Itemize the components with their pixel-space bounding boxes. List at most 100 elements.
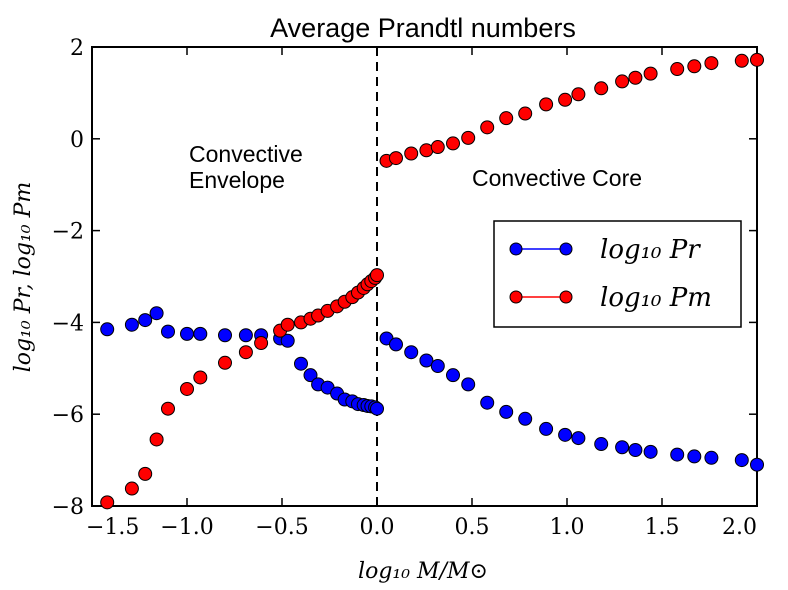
pr-point bbox=[218, 328, 232, 343]
pm-point bbox=[539, 97, 554, 112]
pr-point bbox=[594, 437, 609, 452]
pm-point bbox=[149, 432, 164, 447]
legend: log₁₀ Pr log₁₀ Pm bbox=[493, 220, 742, 328]
y-tick-label: −2 bbox=[52, 220, 84, 245]
pm-point bbox=[734, 53, 749, 68]
y-tick-label: 0 bbox=[70, 128, 84, 153]
pr-point bbox=[161, 324, 175, 339]
pr-point bbox=[138, 313, 153, 328]
pm-point bbox=[615, 74, 630, 89]
pr-point bbox=[100, 322, 115, 337]
pr-point bbox=[518, 411, 533, 426]
pr-point bbox=[124, 317, 139, 332]
y-axis-label: log₁₀ Pr, log₁₀ Pm bbox=[11, 182, 36, 373]
x-axis-label: log₁₀ M/M⊙ bbox=[358, 559, 488, 584]
series-pr-points bbox=[100, 306, 764, 472]
pr-point bbox=[628, 443, 643, 458]
pm-point bbox=[594, 81, 609, 96]
pr-point bbox=[430, 359, 445, 374]
legend-marker-pm-right bbox=[559, 290, 573, 304]
pr-point bbox=[461, 377, 476, 392]
pr-point bbox=[193, 326, 208, 341]
pm-point bbox=[499, 111, 514, 126]
pm-point bbox=[161, 401, 175, 416]
pm-point bbox=[480, 120, 495, 135]
legend-label-pm: log₁₀ Pm bbox=[600, 283, 712, 313]
x-tick-label: −1.0 bbox=[160, 515, 213, 540]
x-tick-label: 0.0 bbox=[360, 515, 395, 540]
y-tick-label: −6 bbox=[52, 403, 84, 428]
pr-point bbox=[704, 450, 719, 465]
axis-ticks bbox=[91, 46, 758, 507]
pm-point bbox=[218, 355, 232, 370]
annotation-envelope-line2: Envelope bbox=[189, 167, 285, 193]
pr-point bbox=[750, 457, 764, 472]
pm-point bbox=[100, 495, 115, 510]
pm-point bbox=[254, 336, 269, 351]
x-tick-label: −1.5 bbox=[86, 515, 139, 540]
pr-point bbox=[446, 368, 460, 383]
pm-point bbox=[558, 92, 573, 107]
pr-point bbox=[180, 326, 194, 341]
y-tick-label: 2 bbox=[70, 36, 84, 61]
x-tick-label: 2.0 bbox=[722, 515, 757, 540]
pm-point bbox=[750, 52, 764, 67]
x-tick-label: 0.5 bbox=[455, 515, 490, 540]
pm-point bbox=[571, 87, 586, 102]
pm-point bbox=[518, 106, 533, 121]
pm-point bbox=[446, 136, 460, 151]
pm-point bbox=[124, 481, 139, 496]
legend-marker-pm-left bbox=[509, 290, 523, 304]
axis-tick-labels: −1.5 −1.0 −0.5 0.0 0.5 1.0 1.5 2.0 −8 −6 −4 −2 0 2 bbox=[52, 36, 757, 540]
pm-point bbox=[389, 151, 403, 166]
plot-frame bbox=[91, 46, 758, 507]
pm-point bbox=[404, 146, 419, 161]
pr-point bbox=[670, 447, 685, 462]
pm-point bbox=[704, 56, 719, 71]
pr-point bbox=[303, 368, 318, 383]
annotation-envelope-line1: Convective bbox=[189, 141, 303, 167]
x-tick-label: 1.5 bbox=[645, 515, 680, 540]
pr-point bbox=[734, 453, 749, 468]
pr-point bbox=[404, 345, 419, 360]
pr-point bbox=[480, 395, 495, 410]
x-tick-label: −0.5 bbox=[255, 515, 308, 540]
pr-point bbox=[687, 449, 702, 464]
pm-point bbox=[643, 66, 658, 81]
pm-point bbox=[238, 345, 253, 360]
legend-marker-pr-left bbox=[509, 242, 523, 256]
pm-point bbox=[461, 130, 476, 145]
legend-label-pr: log₁₀ Pr bbox=[600, 235, 701, 265]
legend-frame bbox=[493, 220, 742, 328]
pm-point bbox=[687, 59, 702, 74]
pm-point bbox=[670, 62, 685, 77]
pr-point bbox=[149, 306, 164, 321]
pr-point bbox=[643, 444, 658, 459]
pm-point bbox=[370, 268, 384, 283]
pr-point bbox=[370, 401, 384, 416]
pr-point bbox=[558, 427, 573, 442]
legend-marker-pr-right bbox=[559, 242, 573, 256]
annotation-core: Convective Core bbox=[472, 165, 642, 191]
pm-point bbox=[180, 381, 194, 396]
pm-point bbox=[280, 317, 295, 332]
x-tick-label: 1.0 bbox=[550, 515, 585, 540]
pm-point bbox=[430, 140, 445, 155]
pr-point bbox=[571, 431, 586, 446]
pm-point bbox=[628, 70, 643, 85]
pr-point bbox=[539, 421, 554, 436]
y-tick-label: −4 bbox=[52, 311, 84, 336]
pr-point bbox=[499, 404, 514, 419]
y-tick-label: −8 bbox=[52, 495, 84, 520]
pr-point bbox=[615, 440, 630, 455]
pm-point bbox=[193, 370, 208, 385]
series-pm-points bbox=[100, 52, 764, 510]
pr-point bbox=[419, 353, 434, 368]
pm-point bbox=[138, 466, 153, 481]
chart-title: Average Prandtl numbers bbox=[270, 13, 576, 43]
pr-point bbox=[280, 333, 295, 348]
pr-point bbox=[389, 337, 403, 352]
pr-point bbox=[294, 356, 308, 371]
pr-point bbox=[238, 328, 253, 343]
